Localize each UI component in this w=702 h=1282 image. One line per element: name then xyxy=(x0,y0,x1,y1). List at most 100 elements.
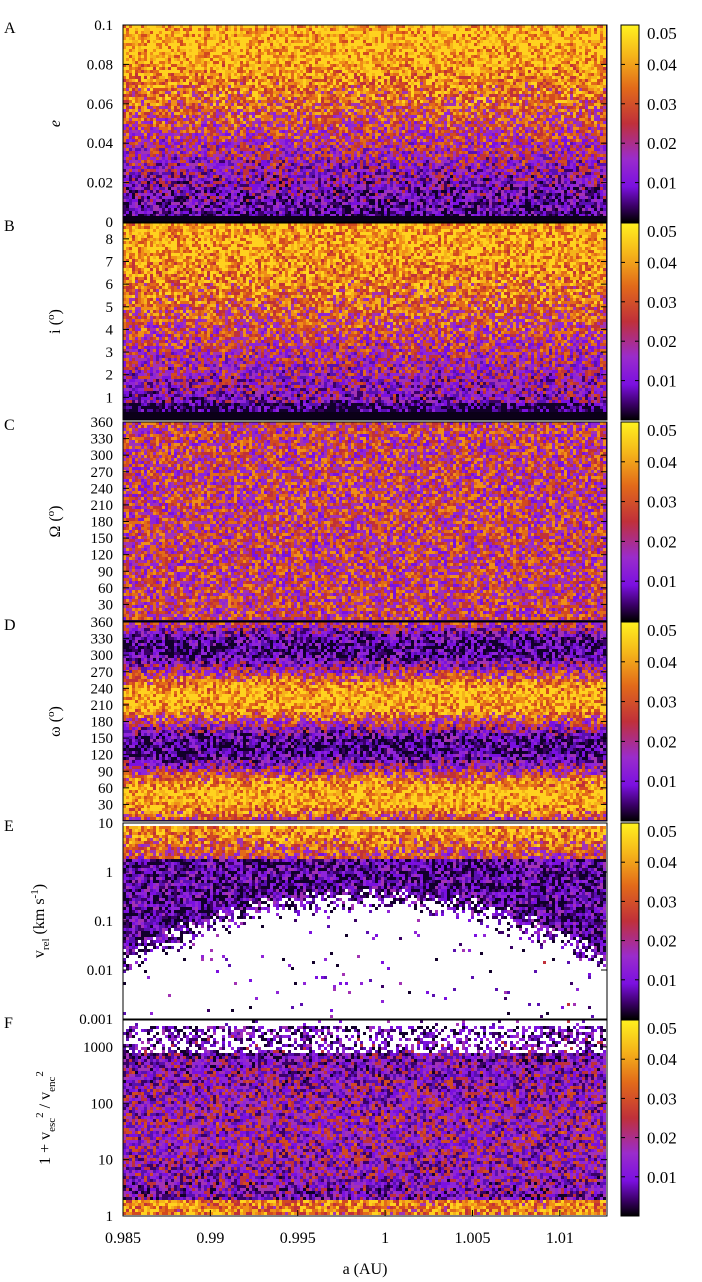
y-tick-label: 0.02 xyxy=(87,176,113,192)
y-tick-label: 1000 xyxy=(83,1040,113,1056)
colorbar-tick-label: 0.02 xyxy=(647,732,677,751)
panel-letter: E xyxy=(4,818,14,835)
y-axis-label: i (o) xyxy=(45,309,64,334)
colorbar-tick-label: 0.03 xyxy=(647,892,677,911)
colorbar-tick-label: 0.02 xyxy=(647,1129,677,1148)
y-tick-label: 90 xyxy=(98,764,113,780)
colorbar-tick-label: 0.05 xyxy=(647,24,677,43)
colorbar-tick-label: 0.05 xyxy=(647,421,677,440)
y-tick-label: 0.01 xyxy=(87,963,113,979)
y-tick-label: 270 xyxy=(91,665,114,681)
y-tick-label: 210 xyxy=(91,698,114,714)
colorbar-f: 0.010.020.030.040.05 xyxy=(621,1019,677,1216)
colorbar-tick-label: 0.01 xyxy=(647,1168,677,1187)
y-tick-label: 100 xyxy=(91,1096,114,1112)
y-tick-label: 6 xyxy=(106,277,114,293)
colorbar-gradient xyxy=(621,823,639,1019)
colorbar-tick-label: 0.04 xyxy=(647,1050,677,1069)
y-tick-label: 1 xyxy=(106,865,114,881)
panel-letter: F xyxy=(4,1015,13,1032)
colorbar-tick-label: 0.03 xyxy=(647,95,677,114)
y-tick-label: 330 xyxy=(91,432,114,448)
x-tick-label: 0.985 xyxy=(105,1230,141,1247)
y-tick-label: 60 xyxy=(98,581,113,597)
y-tick-label: 120 xyxy=(91,548,114,564)
colorbar-tick-label: 0.01 xyxy=(647,572,677,591)
y-tick-label: 210 xyxy=(91,498,114,514)
colorbar-gradient xyxy=(621,223,639,420)
y-tick-label: 1 xyxy=(106,390,114,406)
x-axis-label: a (AU) xyxy=(343,1261,388,1278)
y-tick-label: 3 xyxy=(106,345,114,361)
colorbar-tick-label: 0.02 xyxy=(647,332,677,351)
data-points xyxy=(123,25,607,222)
colorbar-tick-label: 0.02 xyxy=(647,532,677,551)
colorbar-tick-label: 0.03 xyxy=(647,693,677,712)
colorbar-tick-label: 0.01 xyxy=(647,772,677,791)
panel-letter: A xyxy=(4,20,16,37)
y-tick-label: 10 xyxy=(98,1153,113,1169)
y-tick-label: 2 xyxy=(106,368,114,384)
y-tick-label: 0.08 xyxy=(87,57,113,73)
x-tick-label: 1.005 xyxy=(454,1230,490,1247)
y-tick-label: 7 xyxy=(106,254,114,270)
y-axis-label: ω (o) xyxy=(45,706,64,737)
colorbar-c: 0.01 0.02 0.03 0.04 0.05 xyxy=(621,421,677,621)
colorbar-tick-label: 0.02 xyxy=(647,932,677,951)
y-tick-label: 120 xyxy=(91,748,114,764)
y-tick-label: 0.04 xyxy=(87,136,114,152)
colorbar-gradient xyxy=(621,1020,639,1216)
y-tick-label: 360 xyxy=(91,615,114,631)
y-tick-label: 0.1 xyxy=(94,914,113,930)
y-tick-label: 150 xyxy=(91,731,114,747)
x-tick-label: 0.995 xyxy=(280,1230,316,1247)
colorbar-tick-label: 0.01 xyxy=(647,372,677,391)
y-tick-label: 180 xyxy=(91,515,114,531)
x-tick-label: 1.01 xyxy=(546,1230,574,1247)
y-tick-label: 0.001 xyxy=(79,1012,113,1028)
y-axis-label: 1 + vesc2 / venc2 xyxy=(34,1071,58,1165)
data-points xyxy=(123,422,606,620)
y-tick-label: 330 xyxy=(91,632,114,648)
y-tick-label: 180 xyxy=(91,715,114,731)
colorbar-d: 0.01 0.02 0.03 0.04 0.05 xyxy=(621,621,677,821)
y-tick-label: 30 xyxy=(98,597,113,613)
y-tick-label: 240 xyxy=(91,481,114,497)
colorbar-gradient xyxy=(621,422,639,621)
colorbar-tick-label: 0.05 xyxy=(647,621,677,640)
y-tick-label: 10 xyxy=(98,816,113,832)
colorbar-tick-label: 0.04 xyxy=(647,853,677,872)
colorbar-tick-label: 0.03 xyxy=(647,293,677,312)
y-tick-label: 4 xyxy=(106,322,114,338)
colorbar-tick-label: 0.05 xyxy=(647,822,677,841)
colorbar-tick-label: 0.05 xyxy=(647,222,677,241)
y-tick-label: 8 xyxy=(106,232,114,248)
y-tick-label: 240 xyxy=(91,681,114,697)
colorbar-a: 0.010.020.030.040.05 xyxy=(621,24,677,222)
colorbar-tick-label: 0.04 xyxy=(647,653,677,672)
colorbar-tick-label: 0.05 xyxy=(647,1019,677,1038)
y-axis-label: e xyxy=(47,120,64,127)
colorbar-tick-label: 0.04 xyxy=(647,453,677,472)
y-tick-label: 5 xyxy=(106,300,114,316)
colorbar-tick-label: 0.02 xyxy=(647,134,677,153)
colorbar-gradient xyxy=(621,25,639,222)
colorbar-b: 0.01 0.02 0.03 0.04 0.05 xyxy=(621,222,677,420)
x-axis: 0.985 0.99 0.995 1 1.005 1.01 a (AU) xyxy=(105,1210,574,1278)
y-axis-label: vrel (km s-1) xyxy=(29,884,52,958)
data-points xyxy=(123,622,606,820)
colorbar-tick-label: 0.03 xyxy=(647,493,677,512)
y-tick-label: 360 xyxy=(91,415,114,431)
panel-letter: B xyxy=(4,218,15,235)
colorbar-tick-label: 0.01 xyxy=(647,971,677,990)
colorbar-tick-label: 0.01 xyxy=(647,174,677,193)
x-tick-label: 0.99 xyxy=(196,1230,224,1247)
y-tick-label: 300 xyxy=(91,648,114,664)
colorbar-tick-label: 0.04 xyxy=(647,253,677,272)
x-tick-label: 1 xyxy=(381,1230,389,1247)
